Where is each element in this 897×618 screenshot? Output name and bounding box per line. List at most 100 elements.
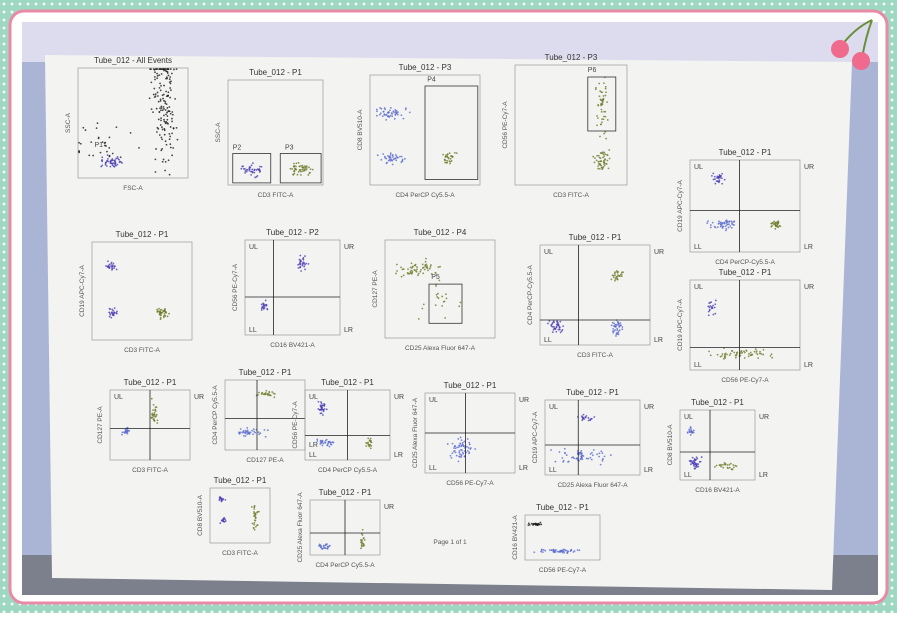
event-dot — [260, 165, 263, 168]
event-dot — [712, 172, 715, 175]
event-dot — [121, 433, 123, 436]
event-dot — [604, 131, 607, 133]
event-dot — [617, 274, 619, 277]
event-dot — [604, 87, 607, 90]
event-dot — [251, 171, 254, 173]
event-dot — [734, 356, 737, 359]
event-dot — [254, 512, 257, 515]
event-dot — [598, 452, 601, 455]
plot-title: Tube_012 - P1 — [116, 230, 169, 239]
y-axis-label: CD19 APC-Cy7-A — [677, 180, 684, 232]
plot-title: Tube_012 - All Events — [94, 56, 172, 65]
event-dot — [604, 153, 607, 156]
event-dot — [726, 353, 728, 356]
event-dot — [158, 307, 160, 310]
event-dot — [461, 444, 463, 447]
event-dot — [107, 260, 109, 263]
event-dot — [547, 322, 549, 325]
event-dot — [163, 120, 166, 123]
event-dot — [164, 169, 167, 172]
plot: Tube_012 - P4 CD25 Alexa Fluor 647-A CD127… — [372, 228, 496, 352]
event-dot — [422, 303, 425, 306]
gate — [232, 153, 272, 184]
event-dot — [718, 174, 721, 176]
event-dot — [587, 419, 590, 422]
event-dot — [710, 305, 713, 308]
event-dot — [553, 327, 556, 330]
event-dot — [613, 322, 616, 325]
y-axis-label: CD56 PE-Cy7-A — [502, 101, 509, 149]
plot-title: Tube_012 - P1 — [249, 68, 302, 77]
event-dot — [160, 68, 163, 70]
event-dot — [602, 159, 605, 162]
event-dot — [159, 82, 161, 85]
event-dot — [301, 164, 304, 167]
y-axis-label: SSC-A — [65, 112, 72, 133]
event-dot — [292, 173, 295, 176]
event-dot — [447, 156, 450, 159]
event-dot — [416, 266, 418, 268]
event-dot — [562, 460, 565, 463]
event-dot — [688, 431, 691, 433]
event-dot — [390, 158, 393, 161]
event-dot — [719, 225, 722, 228]
event-dot — [422, 266, 425, 269]
event-dot — [597, 165, 600, 167]
event-dot — [318, 544, 321, 547]
event-dot — [242, 167, 245, 170]
event-dot — [158, 86, 161, 89]
y-axis-label: CD19 APC-Cy7-A — [677, 299, 684, 351]
event-dot — [90, 141, 93, 144]
plot-area — [544, 399, 641, 476]
event-dot — [156, 72, 158, 75]
event-dot — [103, 144, 106, 147]
event-dot — [467, 447, 470, 449]
event-dot — [318, 543, 321, 546]
event-dot — [307, 174, 310, 176]
plot: Tube_012 - P1 CD4 PerCP Cy5.5-A CD25 Alexa… — [297, 488, 394, 569]
event-dot — [594, 157, 596, 160]
event-dot — [170, 80, 172, 83]
event-dot — [160, 117, 162, 120]
event-dot — [385, 157, 388, 160]
event-dot — [78, 141, 80, 144]
event-dot — [100, 165, 103, 168]
gate — [428, 283, 463, 324]
x-axis-label: FSC-A — [123, 185, 143, 192]
event-dot — [559, 320, 562, 323]
event-dot — [268, 391, 271, 394]
event-dot — [159, 124, 162, 126]
event-dot — [608, 157, 611, 160]
event-dot — [297, 171, 300, 173]
event-dot — [458, 450, 461, 452]
event-dot — [714, 303, 717, 306]
event-dot — [707, 220, 709, 223]
event-dot — [724, 355, 726, 358]
event-dot — [108, 147, 111, 149]
event-dot — [166, 115, 169, 117]
event-dot — [385, 113, 388, 116]
x-axis-label: CD56 PE-Cy7-A — [446, 480, 494, 487]
event-dot — [594, 88, 597, 91]
event-dot — [532, 524, 534, 526]
event-dot — [168, 110, 170, 112]
event-dot — [154, 93, 157, 95]
event-dot — [260, 303, 263, 306]
event-dot — [726, 464, 729, 466]
event-dot — [712, 304, 715, 307]
event-dot — [755, 352, 758, 354]
event-dot — [566, 551, 569, 553]
event-dot — [383, 107, 386, 109]
event-dot — [604, 85, 607, 88]
event-dot — [612, 276, 615, 279]
event-dot — [604, 115, 607, 118]
event-dot — [616, 277, 618, 280]
event-dot — [407, 268, 409, 271]
event-dot — [105, 265, 107, 267]
event-dot — [414, 263, 417, 266]
event-dot — [616, 327, 619, 330]
event-dot — [605, 137, 608, 140]
event-dot — [614, 274, 616, 277]
event-dot — [774, 222, 777, 225]
event-dot — [601, 458, 604, 461]
